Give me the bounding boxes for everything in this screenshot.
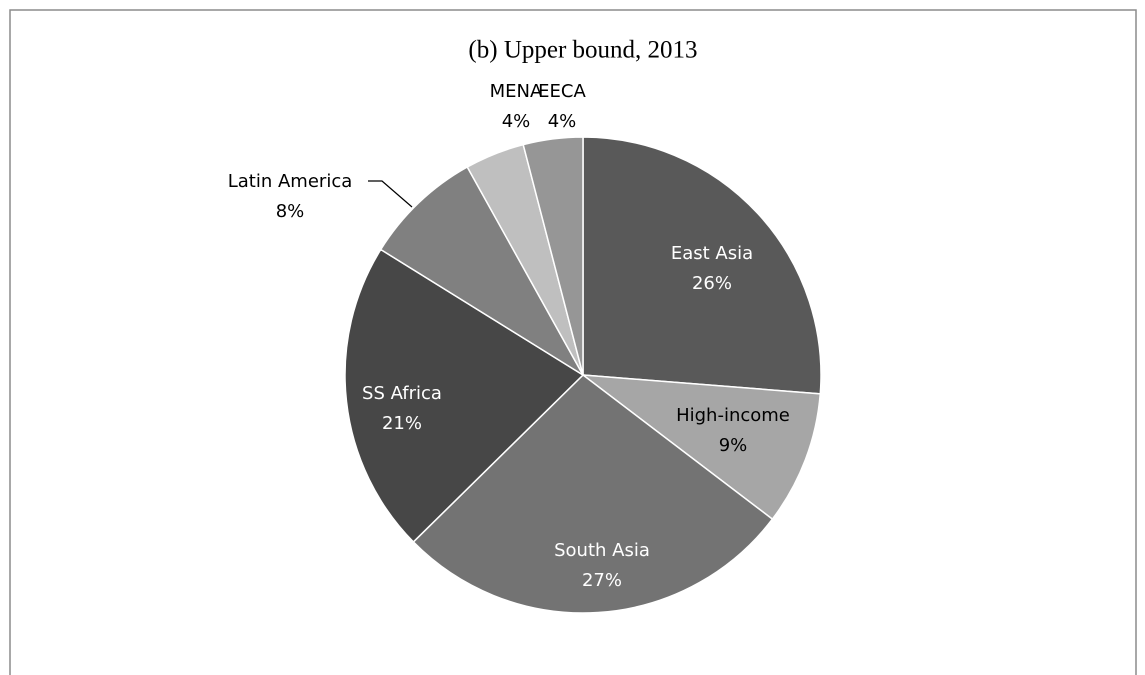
leader-line — [368, 180, 413, 208]
chart-border — [9, 9, 1137, 675]
slice-value-label: 4% — [502, 111, 531, 132]
slice-value-label: 4% — [548, 111, 577, 132]
pie — [344, 136, 822, 614]
slice-value-label: 21% — [382, 413, 422, 434]
chart-title: (b) Upper bound, 2013 — [468, 37, 697, 64]
slice-value-label: 27% — [582, 570, 622, 591]
pie-slice — [522, 136, 584, 376]
pie-slice — [582, 136, 822, 395]
pie-slice — [344, 248, 585, 544]
slice-label: High-income — [676, 405, 790, 426]
pie-slice — [379, 166, 586, 378]
slice-value-label: 26% — [692, 273, 732, 294]
slice-label: South Asia — [554, 540, 650, 561]
slice-value-label: 9% — [719, 435, 748, 456]
slice-label: MENA — [490, 81, 543, 102]
slice-label: East Asia — [671, 243, 753, 264]
slice-value-label: 8% — [276, 201, 305, 222]
pie-slice — [412, 374, 774, 614]
slice-label: Latin America — [228, 171, 353, 192]
slice-label: SS Africa — [362, 383, 442, 404]
pie-slice — [580, 374, 822, 521]
slice-label: EECA — [538, 81, 586, 102]
